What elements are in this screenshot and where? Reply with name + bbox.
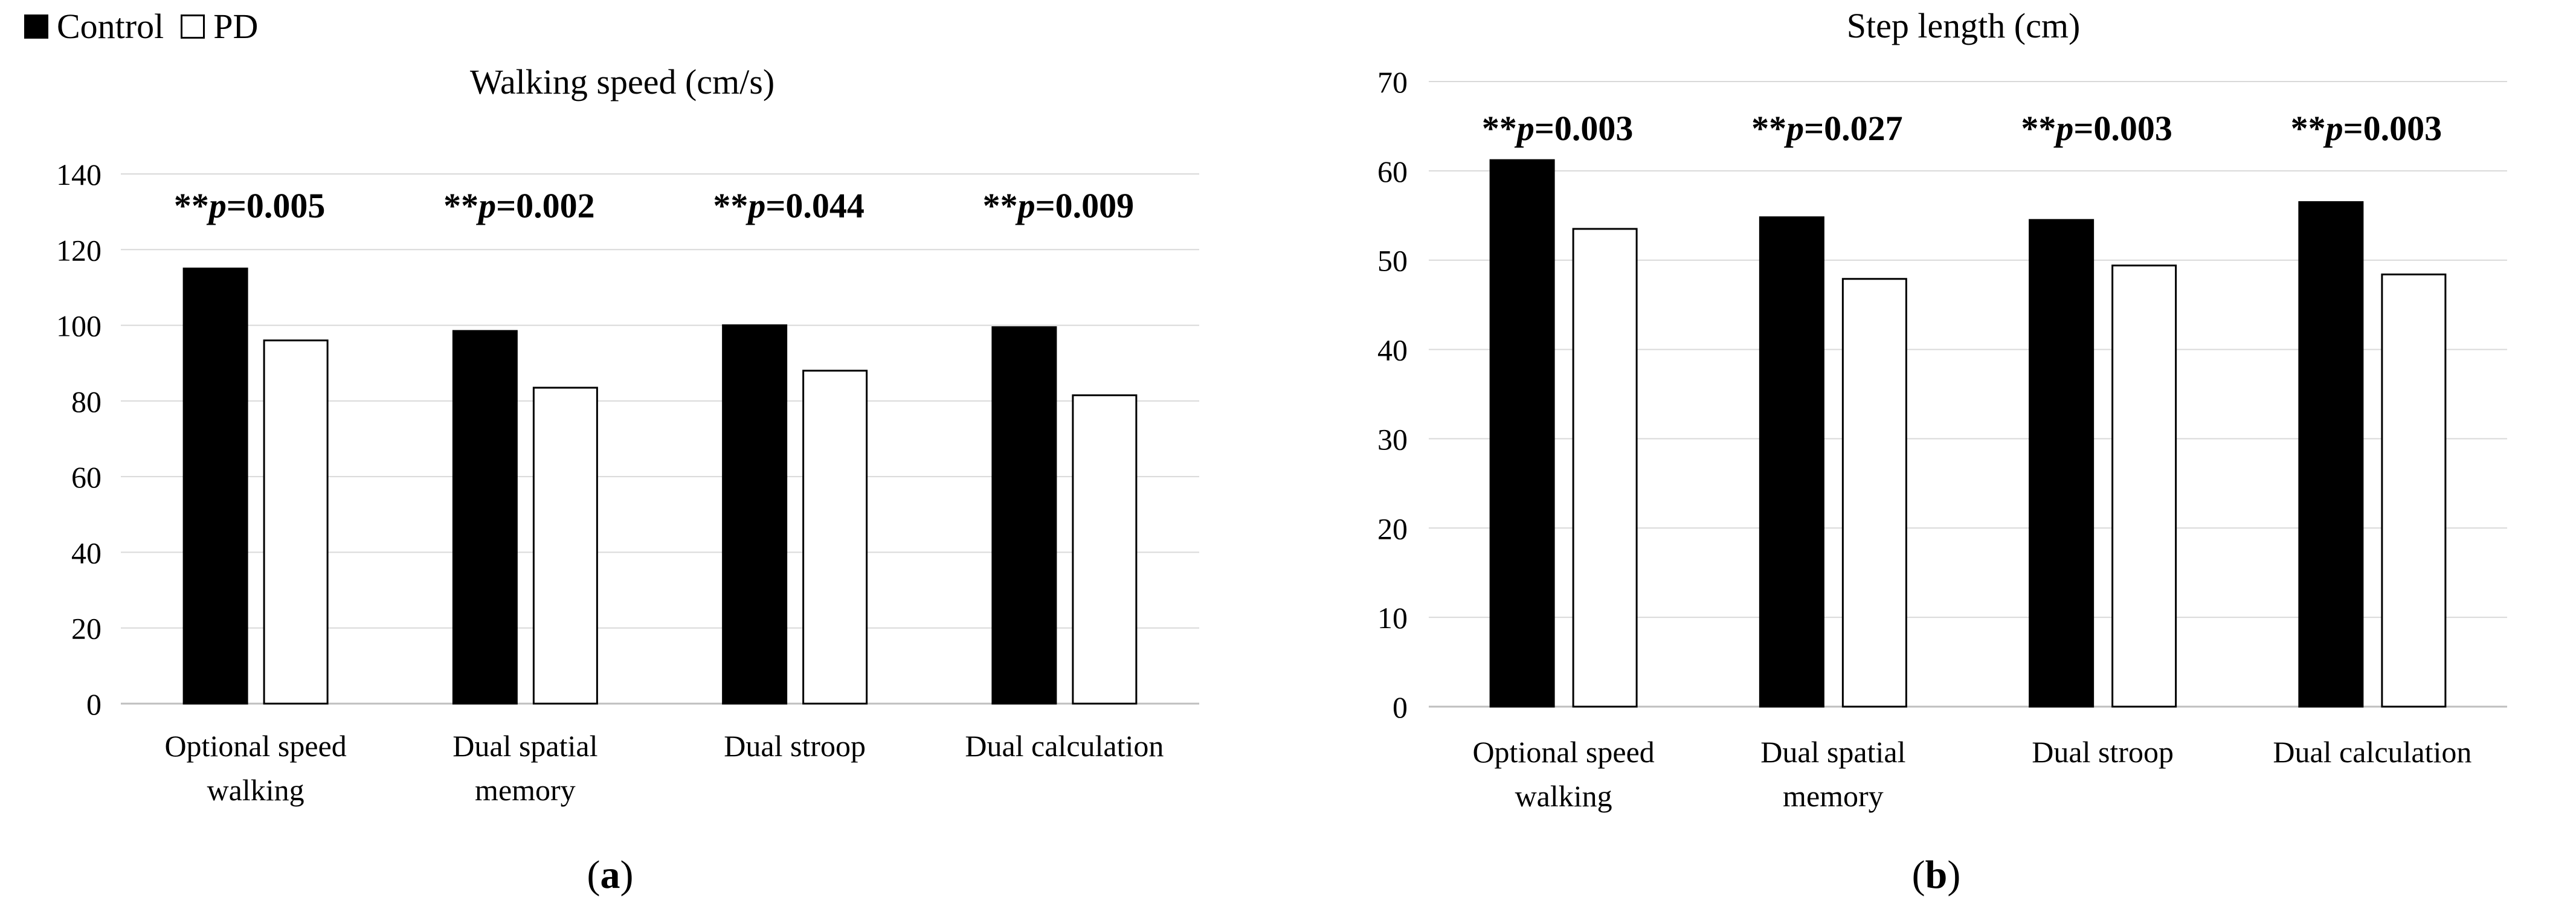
y-tick-label: 30 — [1377, 422, 1408, 456]
chart-step-length: Step length (cm) 0 10 20 30 40 50 60 70 **p=0.003… — [1377, 6, 2507, 897]
y-tick-label: 20 — [71, 612, 101, 646]
significance-label: **p=0.027 — [1751, 109, 1903, 148]
significance-label: **p=0.003 — [1482, 109, 1634, 148]
category-label: walking — [207, 773, 304, 807]
category-label: Dual spatial — [1760, 735, 1905, 769]
bar-control — [2298, 201, 2364, 708]
significance-label: **p=0.002 — [443, 186, 595, 225]
y-tick-label: 10 — [1377, 601, 1408, 635]
bar-control — [1759, 216, 1824, 708]
bar-pd — [802, 370, 868, 705]
y-tick-label: 80 — [71, 385, 101, 419]
category-label: walking — [1515, 779, 1612, 813]
legend-swatch-control — [24, 14, 48, 39]
panel-label: (a) — [587, 853, 634, 897]
chart-title: Walking speed (cm/s) — [470, 62, 774, 101]
category-label: Optional speed — [164, 729, 346, 763]
legend-swatch-pd — [181, 14, 205, 39]
significance-label: **p=0.044 — [713, 186, 865, 225]
bar-pd — [1572, 228, 1638, 708]
category-label: Dual spatial — [452, 729, 597, 763]
y-tick-label: 0 — [86, 687, 101, 721]
chart-title: Step length (cm) — [1847, 6, 2081, 45]
legend: Control PD — [24, 6, 258, 47]
category-label: memory — [1783, 779, 1884, 813]
y-tick-label: 100 — [56, 309, 101, 343]
category-label: memory — [475, 773, 576, 807]
bar-pd — [532, 387, 598, 705]
bar-pd — [2381, 273, 2447, 708]
y-tick-label: 0 — [1393, 690, 1408, 724]
category-label: Dual stroop — [2032, 735, 2174, 769]
y-tick-label: 40 — [1377, 333, 1408, 367]
bar-pd — [1072, 394, 1138, 705]
legend-label-control: Control — [57, 7, 164, 46]
panel-label: (b) — [1912, 853, 1961, 897]
category-label: Optional speed — [1472, 735, 1654, 769]
bar-control — [2029, 219, 2095, 708]
y-tick-label: 120 — [56, 233, 101, 267]
bar-control — [1489, 159, 1555, 708]
y-tick-label: 60 — [1377, 155, 1408, 188]
significance-label: **p=0.003 — [2021, 109, 2172, 148]
bar-control — [182, 268, 248, 705]
significance-label: **p=0.003 — [2291, 109, 2442, 148]
bar-pd — [263, 339, 329, 705]
category-label: Dual calculation — [965, 729, 1164, 763]
y-tick-label: 40 — [71, 536, 101, 570]
y-tick-label: 20 — [1377, 512, 1408, 545]
significance-label: **p=0.009 — [983, 186, 1135, 225]
bar-control — [991, 326, 1057, 705]
y-tick-label: 60 — [71, 460, 101, 494]
category-label: Dual calculation — [2273, 735, 2471, 769]
category-label: Dual stroop — [724, 729, 866, 763]
legend-label-pd: PD — [213, 7, 259, 46]
y-tick-label: 70 — [1377, 65, 1408, 99]
bar-control — [452, 330, 518, 705]
bar-pd — [2111, 265, 2177, 708]
bar-pd — [1841, 278, 1907, 708]
bar-control — [722, 324, 788, 705]
significance-label: **p=0.005 — [174, 186, 326, 225]
y-tick-label: 140 — [56, 158, 101, 191]
chart-walking-speed: Walking speed (cm/s) 0 20 40 60 80 100 120 140 **… — [56, 62, 1199, 897]
y-tick-label: 50 — [1377, 244, 1408, 278]
